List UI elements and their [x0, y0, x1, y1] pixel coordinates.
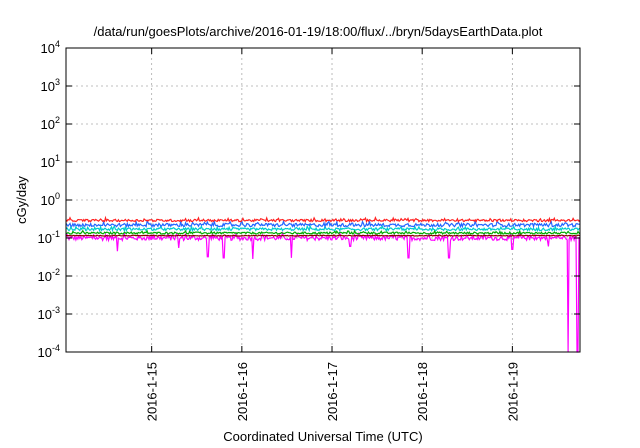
grid	[66, 48, 580, 352]
chart-title: /data/run/goesPlots/archive/2016-01-19/1…	[94, 24, 543, 39]
y-tick-label: 100	[41, 191, 60, 208]
y-tick-label: 104	[41, 39, 60, 56]
x-tick-label: 2016-1-19	[505, 362, 520, 421]
y-tick-label: 103	[41, 77, 60, 94]
y-axis-label: cGy/day	[14, 176, 29, 224]
data-series-line	[65, 228, 581, 236]
x-tick-label: 2016-1-17	[325, 362, 340, 421]
data-series-line	[65, 219, 581, 229]
y-tick-label: 10-1	[38, 229, 60, 246]
data-series-line	[65, 230, 581, 353]
data-series-line	[65, 224, 581, 233]
y-axis: 10-4 10-3 10-2 10-1 100 101 102 103 104	[38, 39, 580, 360]
data-series-line	[65, 215, 581, 224]
x-tick-label: 2016-1-16	[235, 362, 250, 421]
y-tick-label: 10-2	[38, 267, 60, 284]
y-tick-label: 101	[41, 153, 60, 170]
x-tick-label: 2016-1-15	[145, 362, 160, 421]
y-tick-label: 10-3	[38, 305, 60, 322]
x-axis: 2016-1-15 2016-1-16 2016-1-17 2016-1-18 2016…	[145, 48, 520, 421]
y-tick-label: 102	[41, 115, 60, 132]
data-series-line	[65, 234, 581, 237]
y-tick-label: 10-4	[38, 343, 60, 360]
x-axis-label: Coordinated Universal Time (UTC)	[223, 429, 422, 444]
x-tick-label: 2016-1-18	[415, 362, 430, 421]
series-group	[65, 215, 581, 353]
